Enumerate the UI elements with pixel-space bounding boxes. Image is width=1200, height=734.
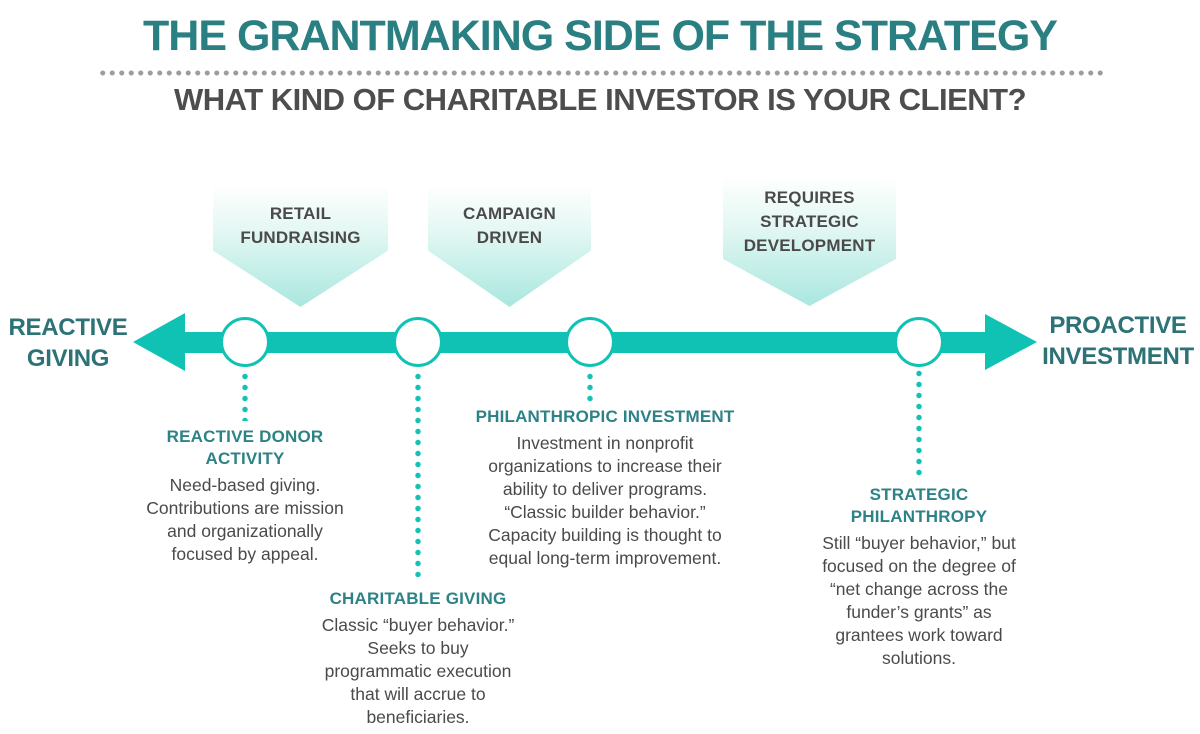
page-title: THE GRANTMAKING SIDE OF THE STRATEGY: [143, 12, 1058, 60]
dotted-leader-2: [415, 371, 421, 577]
segment-title: REACTIVE DONOR ACTIVITY: [166, 427, 324, 468]
pointer-label: RETAIL FUNDRAISING: [240, 204, 361, 247]
dotted-divider: [98, 70, 1103, 76]
timeline-node-strategic-philanthropy: [894, 317, 944, 367]
segment-title: CHARITABLE GIVING: [329, 589, 507, 608]
segment-body: Still “buyer behavior,” but focused on t…: [822, 533, 1016, 668]
pointer-retail-fundraising: RETAIL FUNDRAISING: [213, 187, 388, 307]
segment-strategic-philanthropy: STRATEGIC PHILANTHROPY Still “buyer beha…: [789, 484, 1049, 670]
dotted-leader-4: [916, 368, 922, 478]
segment-body: Need-based giving. Contributions are mis…: [146, 475, 344, 564]
axis-label-proactive-investment: PROACTIVE INVESTMENT: [1042, 312, 1194, 370]
timeline-node-philanthropic-investment: [565, 317, 615, 367]
dotted-leader-1: [242, 371, 248, 421]
segment-philanthropic-investment: PHILANTHROPIC INVESTMENT Investment in n…: [460, 406, 750, 570]
dotted-leader-3: [587, 371, 593, 407]
pointer-label: CAMPAIGN DRIVEN: [463, 204, 556, 247]
segment-reactive-donor-activity: REACTIVE DONOR ACTIVITY Need-based givin…: [115, 426, 375, 566]
axis-label-reactive-giving: REACTIVE GIVING: [8, 314, 128, 372]
pointer-campaign-driven: CAMPAIGN DRIVEN: [428, 187, 591, 307]
timeline-arrowhead-right: [985, 314, 1037, 370]
segment-charitable-giving: CHARITABLE GIVING Classic “buyer behavio…: [288, 588, 548, 729]
pointer-label: REQUIRES STRATEGIC DEVELOPMENT: [743, 188, 876, 255]
segment-title: STRATEGIC PHILANTHROPY: [850, 485, 988, 526]
timeline-node-reactive-donor: [220, 317, 270, 367]
pointer-requires-strategic-development: REQUIRES STRATEGIC DEVELOPMENT: [723, 179, 896, 306]
page-subtitle: WHAT KIND OF CHARITABLE INVESTOR IS YOUR…: [173, 82, 1027, 117]
segment-body: Investment in nonprofit organizations to…: [488, 433, 722, 568]
segment-body: Classic “buyer behavior.” Seeks to buy p…: [321, 615, 515, 727]
timeline-node-charitable-giving: [393, 317, 443, 367]
segment-title: PHILANTHROPIC INVESTMENT: [475, 407, 735, 426]
